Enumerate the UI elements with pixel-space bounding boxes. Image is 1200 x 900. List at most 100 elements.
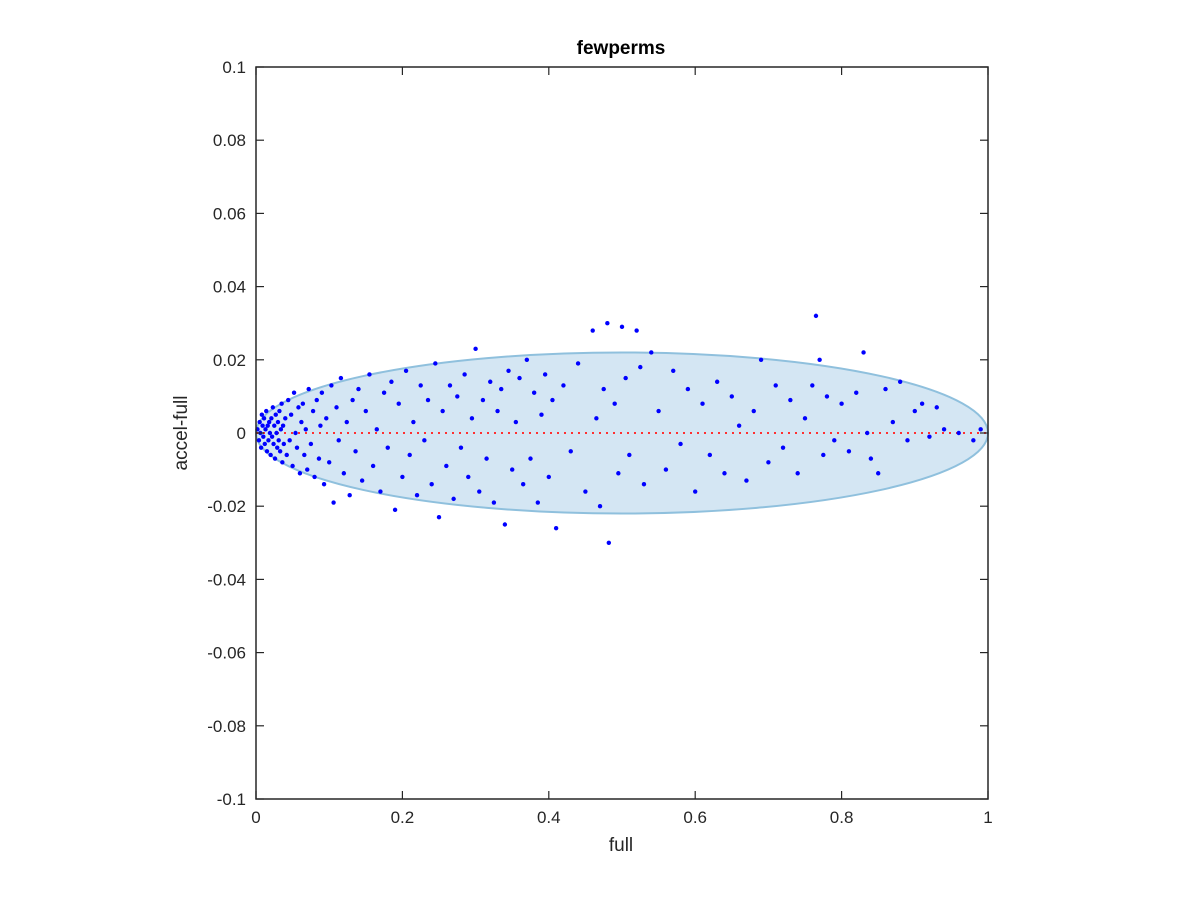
data-point — [300, 401, 306, 406]
data-point — [484, 456, 489, 461]
data-point — [350, 397, 355, 403]
data-point — [462, 372, 467, 377]
data-point — [693, 489, 698, 494]
data-point — [627, 452, 632, 458]
data-point — [344, 419, 349, 425]
data-point — [280, 423, 286, 428]
data-point — [266, 419, 272, 425]
data-point — [276, 438, 281, 443]
data-point — [606, 540, 612, 545]
data-point — [318, 423, 323, 428]
x-tick-label: 0.2 — [391, 808, 415, 827]
data-point — [338, 375, 344, 381]
data-point — [473, 346, 478, 352]
data-point — [385, 445, 390, 450]
data-point — [327, 460, 332, 465]
data-point — [305, 467, 310, 472]
data-point — [411, 419, 416, 425]
data-point — [296, 405, 301, 410]
data-point — [685, 386, 691, 392]
x-tick-label: 0.8 — [830, 808, 854, 827]
data-point — [312, 474, 317, 480]
data-point — [287, 438, 292, 443]
data-point — [303, 427, 308, 432]
data-point — [272, 423, 277, 428]
data-point — [773, 383, 778, 388]
data-point — [353, 449, 358, 454]
data-point — [634, 328, 639, 333]
data-point — [934, 405, 939, 410]
data-point — [261, 434, 266, 439]
data-point — [539, 412, 544, 417]
data-point — [259, 412, 265, 417]
data-point — [832, 438, 837, 443]
data-point — [821, 452, 826, 458]
y-axis-label: accel-full — [171, 396, 192, 471]
data-point — [265, 423, 270, 428]
data-point — [396, 401, 401, 406]
data-point — [407, 452, 412, 458]
data-point — [601, 386, 606, 392]
data-point — [890, 419, 896, 425]
data-point — [356, 386, 361, 392]
data-point — [978, 427, 983, 432]
data-point — [736, 423, 742, 428]
data-point — [414, 493, 420, 498]
data-point — [284, 452, 289, 458]
data-point — [876, 471, 881, 476]
data-point — [294, 445, 300, 450]
data-point — [817, 357, 822, 362]
data-point — [744, 478, 749, 483]
data-point — [381, 390, 387, 395]
data-point — [268, 452, 273, 458]
data-point — [594, 416, 599, 421]
data-point — [444, 463, 449, 469]
data-point — [758, 357, 764, 362]
data-point — [707, 452, 713, 458]
data-point — [363, 408, 368, 414]
data-point — [780, 445, 786, 450]
data-point — [846, 449, 852, 454]
y-tick-label: 0 — [237, 424, 246, 443]
y-tick-label: 0.02 — [213, 351, 246, 370]
x-tick-label: 0 — [251, 808, 260, 827]
data-point — [273, 412, 278, 417]
data-point — [868, 456, 874, 461]
data-point — [597, 504, 603, 509]
data-point — [839, 401, 844, 406]
data-point — [319, 390, 325, 395]
y-tick-label: -0.04 — [207, 570, 246, 589]
data-point — [270, 405, 276, 410]
data-point — [433, 361, 438, 366]
y-tick-label: 0.04 — [213, 278, 246, 297]
data-point — [306, 386, 311, 392]
data-point — [568, 449, 573, 454]
data-point — [550, 397, 555, 403]
data-point — [663, 467, 669, 472]
data-point — [308, 441, 314, 447]
data-point — [788, 397, 793, 403]
data-point — [927, 434, 932, 439]
data-point — [813, 313, 819, 319]
data-point — [623, 375, 628, 381]
y-tick-label: 0.06 — [213, 204, 246, 223]
data-point — [266, 438, 271, 443]
data-point — [334, 405, 339, 410]
data-point — [649, 350, 654, 355]
data-point — [267, 430, 273, 436]
data-point — [331, 500, 336, 505]
data-point — [288, 412, 294, 417]
data-point — [912, 408, 917, 414]
data-point — [455, 394, 460, 399]
data-point — [466, 474, 471, 480]
data-point — [535, 500, 541, 505]
data-point — [506, 368, 511, 373]
data-point — [795, 471, 800, 476]
data-point — [810, 383, 815, 388]
data-point — [641, 482, 647, 487]
data-point — [260, 423, 265, 428]
chart-title: fewperms — [577, 38, 666, 59]
data-point — [321, 482, 327, 487]
data-point — [263, 427, 268, 432]
